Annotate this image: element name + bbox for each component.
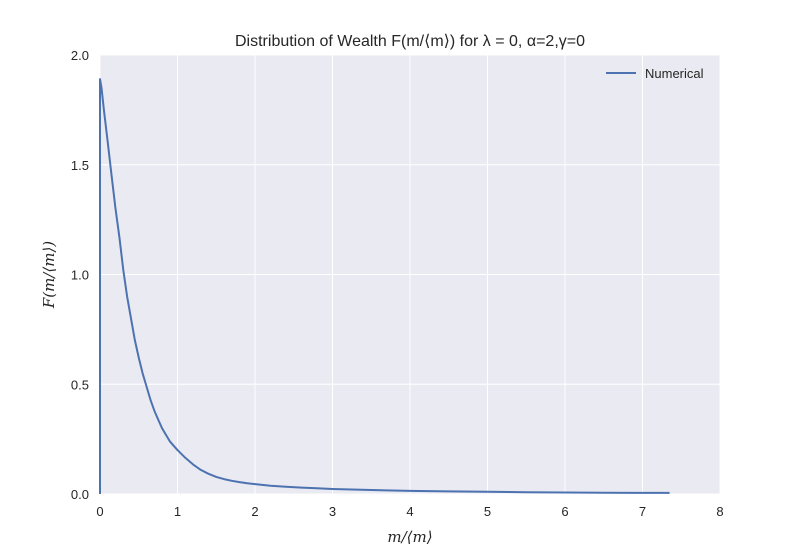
x-tick-label: 7 — [639, 504, 646, 519]
x-tick-label: 5 — [484, 504, 491, 519]
x-tick-label: 4 — [406, 504, 413, 519]
legend-label-numerical: Numerical — [645, 66, 704, 81]
series-lines — [99, 78, 670, 494]
x-tick-label: 8 — [716, 504, 723, 519]
legend: Numerical — [606, 66, 704, 81]
y-tick-label: 0.5 — [71, 377, 89, 392]
x-tick-label: 1 — [174, 504, 181, 519]
y-tick-label: 0.0 — [71, 487, 89, 502]
series-line-numerical — [99, 78, 670, 494]
grid-lines — [99, 54, 721, 495]
y-tick-label: 1.0 — [71, 268, 89, 283]
x-tick-label: 6 — [561, 504, 568, 519]
x-tick-label: 2 — [251, 504, 258, 519]
tick-labels: 0 1 2 3 4 5 6 7 8 0.0 0.5 1.0 1.5 2.0 — [71, 48, 724, 519]
x-tick-label: 3 — [329, 504, 336, 519]
x-axis-label: m/⟨m⟩ — [387, 528, 432, 546]
y-tick-label: 1.5 — [71, 158, 89, 173]
y-axis-label: F(m/⟨m⟩) — [40, 241, 58, 309]
x-tick-label: 0 — [96, 504, 103, 519]
y-tick-label: 2.0 — [71, 48, 89, 63]
chart-title: Distribution of Wealth F(m/⟨m⟩) for λ = … — [235, 33, 585, 50]
